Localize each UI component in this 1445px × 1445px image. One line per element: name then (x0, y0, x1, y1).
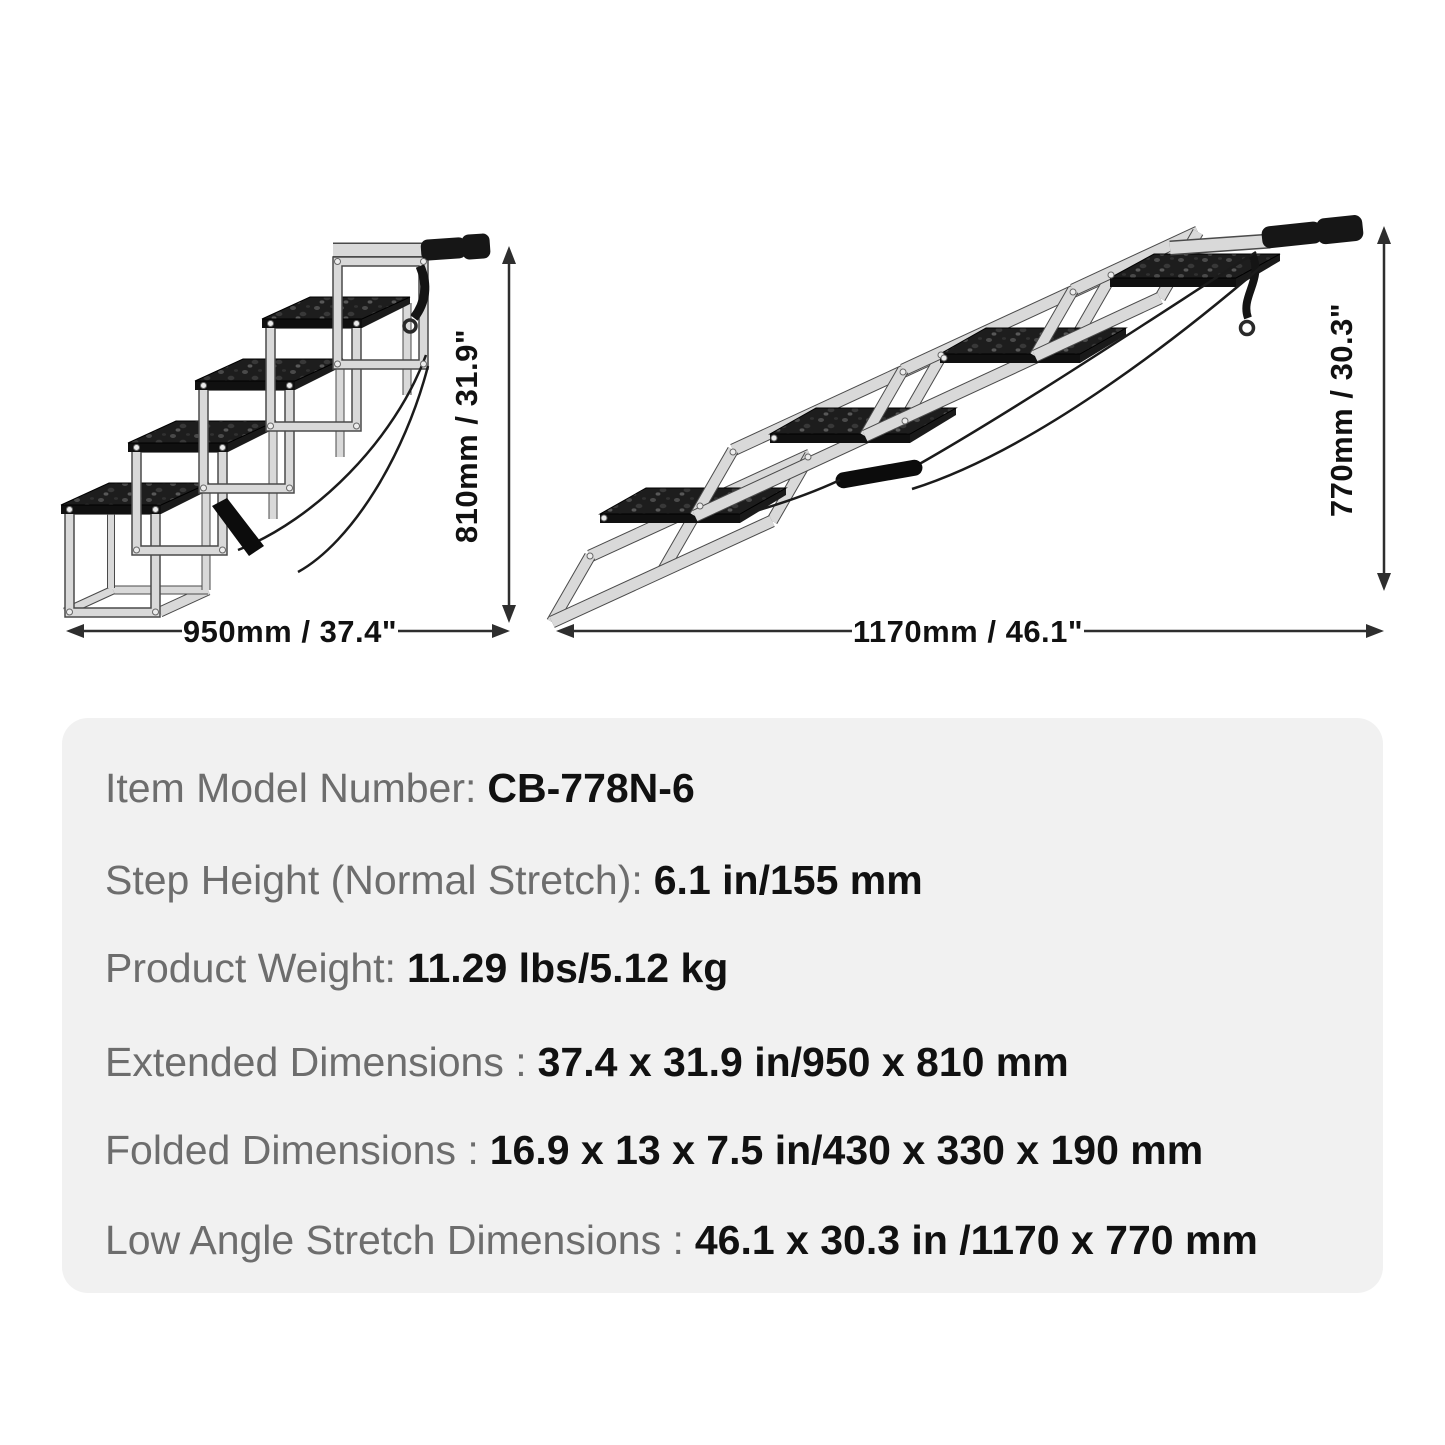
extended-width-label: 950mm / 37.4" (183, 614, 397, 649)
specifications-panel: Item Model Number: CB-778N-6 Step Height … (62, 718, 1383, 1293)
spec-row: Folded Dimensions :16.9 x 13 x 7.5 in/43… (105, 1124, 1203, 1176)
spec-value: 37.4 x 31.9 in/950 x 810 mm (537, 1039, 1069, 1085)
spec-label: Item Model Number: (105, 765, 477, 811)
spec-row: Extended Dimensions :37.4 x 31.9 in/950 … (105, 1036, 1069, 1088)
spec-row: Product Weight: 11.29 lbs/5.12 kg (105, 942, 728, 994)
low-angle-height-label: 770mm / 30.3" (1324, 303, 1359, 517)
spec-row: Item Model Number: CB-778N-6 (105, 762, 695, 814)
low-angle-width-dimension: 1170mm / 46.1" (556, 614, 1384, 649)
spec-value: 11.29 lbs/5.12 kg (406, 945, 729, 991)
hanging-strap (1238, 252, 1260, 337)
carry-handle (420, 233, 491, 261)
spec-value: 46.1 x 30.3 in /1170 x 770 mm (694, 1217, 1258, 1263)
spec-value: CB-778N-6 (487, 765, 695, 811)
product-diagrams: 810mm / 31.9" 950mm / 37.4" (60, 215, 1391, 649)
rivets (66, 258, 427, 616)
spec-value: 16.9 x 13 x 7.5 in/430 x 330 x 190 mm (489, 1127, 1204, 1173)
step-tread (768, 407, 958, 443)
carry-handle (1261, 215, 1364, 249)
low-angle-stretch-figure: 770mm / 30.3" 1170mm / 46.1" (546, 215, 1391, 649)
rivets (586, 271, 1115, 560)
extended-stairs-figure: 810mm / 31.9" 950mm / 37.4" (60, 233, 516, 649)
low-angle-width-label: 1170mm / 46.1" (853, 614, 1083, 649)
spec-row: Low Angle Stretch Dimensions :46.1 x 30.… (105, 1214, 1258, 1266)
spec-label: Extended Dimensions : (105, 1039, 527, 1085)
extended-width-dimension: 950mm / 37.4" (66, 614, 510, 649)
safety-cables (212, 354, 430, 574)
hanging-strap (402, 264, 430, 334)
low-angle-height-dimension: 770mm / 30.3" (1324, 226, 1391, 591)
spec-label: Low Angle Stretch Dimensions : (105, 1217, 684, 1263)
spec-row: Step Height (Normal Stretch): 6.1 in/155 … (105, 854, 923, 906)
safety-cables (751, 250, 1263, 514)
spec-label: Folded Dimensions : (105, 1127, 479, 1173)
extended-height-label: 810mm / 31.9" (449, 329, 484, 543)
spec-label: Step Height (Normal Stretch): (105, 857, 643, 903)
spec-label: Product Weight: (105, 945, 396, 991)
spec-value: 6.1 in/155 mm (653, 857, 923, 903)
extended-height-dimension: 810mm / 31.9" (449, 246, 516, 623)
